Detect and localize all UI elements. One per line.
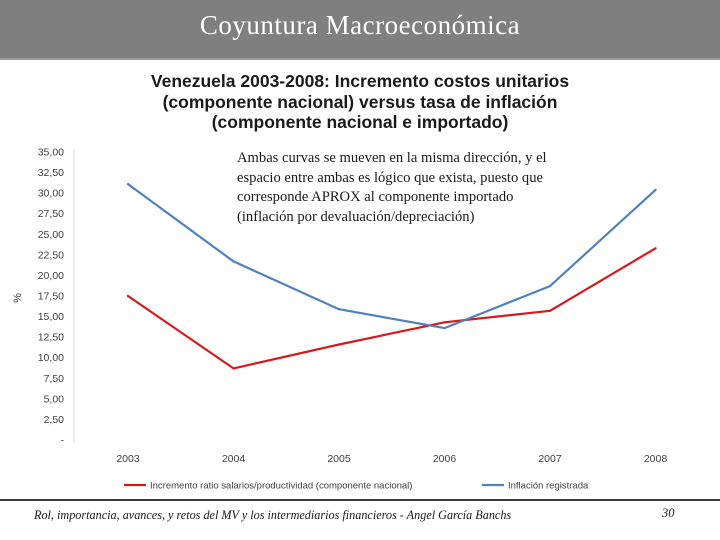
page-number: 30 [662, 506, 675, 520]
data-point [654, 188, 657, 192]
y-tick-label: 5,00 [44, 393, 65, 405]
y-tick-label: 35,00 [38, 147, 64, 159]
slide-header: Coyuntura Macroeconómica [0, 0, 720, 60]
y-tick-label: 32,50 [38, 167, 64, 179]
chart-title: Venezuela 2003-2008: Incremento costos u… [140, 71, 580, 133]
y-tick-label: 22,50 [38, 249, 64, 261]
y-tick-label: 27,50 [38, 208, 64, 220]
legend-label: Inflación registrada [508, 481, 589, 492]
data-point [232, 260, 235, 263]
x-tick-label: 2008 [644, 453, 668, 465]
y-tick-label: 15,00 [38, 311, 64, 323]
y-axis-label: % [12, 293, 24, 303]
annotation-line-4: (inflación por devaluación/depreciación) [237, 208, 475, 225]
annotation-line-2: espacio entre ambas es lógico que exista… [237, 169, 543, 186]
data-point [126, 182, 130, 186]
data-point [126, 294, 130, 298]
data-point [654, 247, 657, 250]
data-point [443, 326, 446, 330]
y-tick-label: - [61, 435, 65, 447]
y-tick-label: 20,00 [38, 270, 64, 282]
x-tick-label: 2003 [116, 453, 140, 465]
data-point [443, 321, 446, 324]
x-tick-label: 2007 [538, 453, 562, 465]
y-tick-label: 17,50 [38, 291, 64, 303]
data-point [548, 284, 552, 288]
legend-label: Incremento ratio salarios/productividad … [150, 481, 412, 492]
y-tick-label: 30,00 [38, 188, 64, 200]
chart-title-line-1: Venezuela 2003-2008: Incremento costos u… [150, 71, 570, 91]
annotation-line-1: Ambas curvas se mueven en la misma direc… [237, 150, 547, 166]
data-point [232, 367, 235, 370]
x-tick-label: 2006 [433, 453, 457, 465]
y-tick-label: 25,00 [38, 229, 64, 241]
line-chart: - 2,50 5,00 7,50 10,00 12,50 15,00 17,50 20,00 22… [12, 147, 668, 492]
y-tick-label: 12,50 [38, 332, 64, 344]
y-tick-label: 2,50 [44, 414, 65, 426]
data-point [548, 309, 552, 313]
x-tick-label: 2004 [222, 453, 246, 465]
data-point [337, 307, 341, 311]
y-tick-label: 10,00 [38, 352, 64, 364]
footer-text: Rol, importancia, avances, y retos del M… [34, 508, 512, 522]
chart-title-line-3: (componente nacional e importado) [211, 112, 509, 132]
series-line-2 [127, 183, 657, 330]
x-tick-label: 2005 [327, 453, 351, 465]
footer-divider [0, 499, 720, 501]
chart-annotation: Ambas curvas se mueven en la misma direc… [237, 149, 592, 227]
y-tick-label: 7,50 [44, 373, 65, 385]
slide-title: Coyuntura Macroeconómica [199, 10, 521, 40]
series-line-1 [127, 247, 657, 370]
data-point [337, 343, 341, 346]
annotation-line-3: corresponde APROX al componente importad… [237, 189, 514, 205]
chart-title-line-2: (componente nacional) versus tasa de inf… [162, 91, 558, 112]
